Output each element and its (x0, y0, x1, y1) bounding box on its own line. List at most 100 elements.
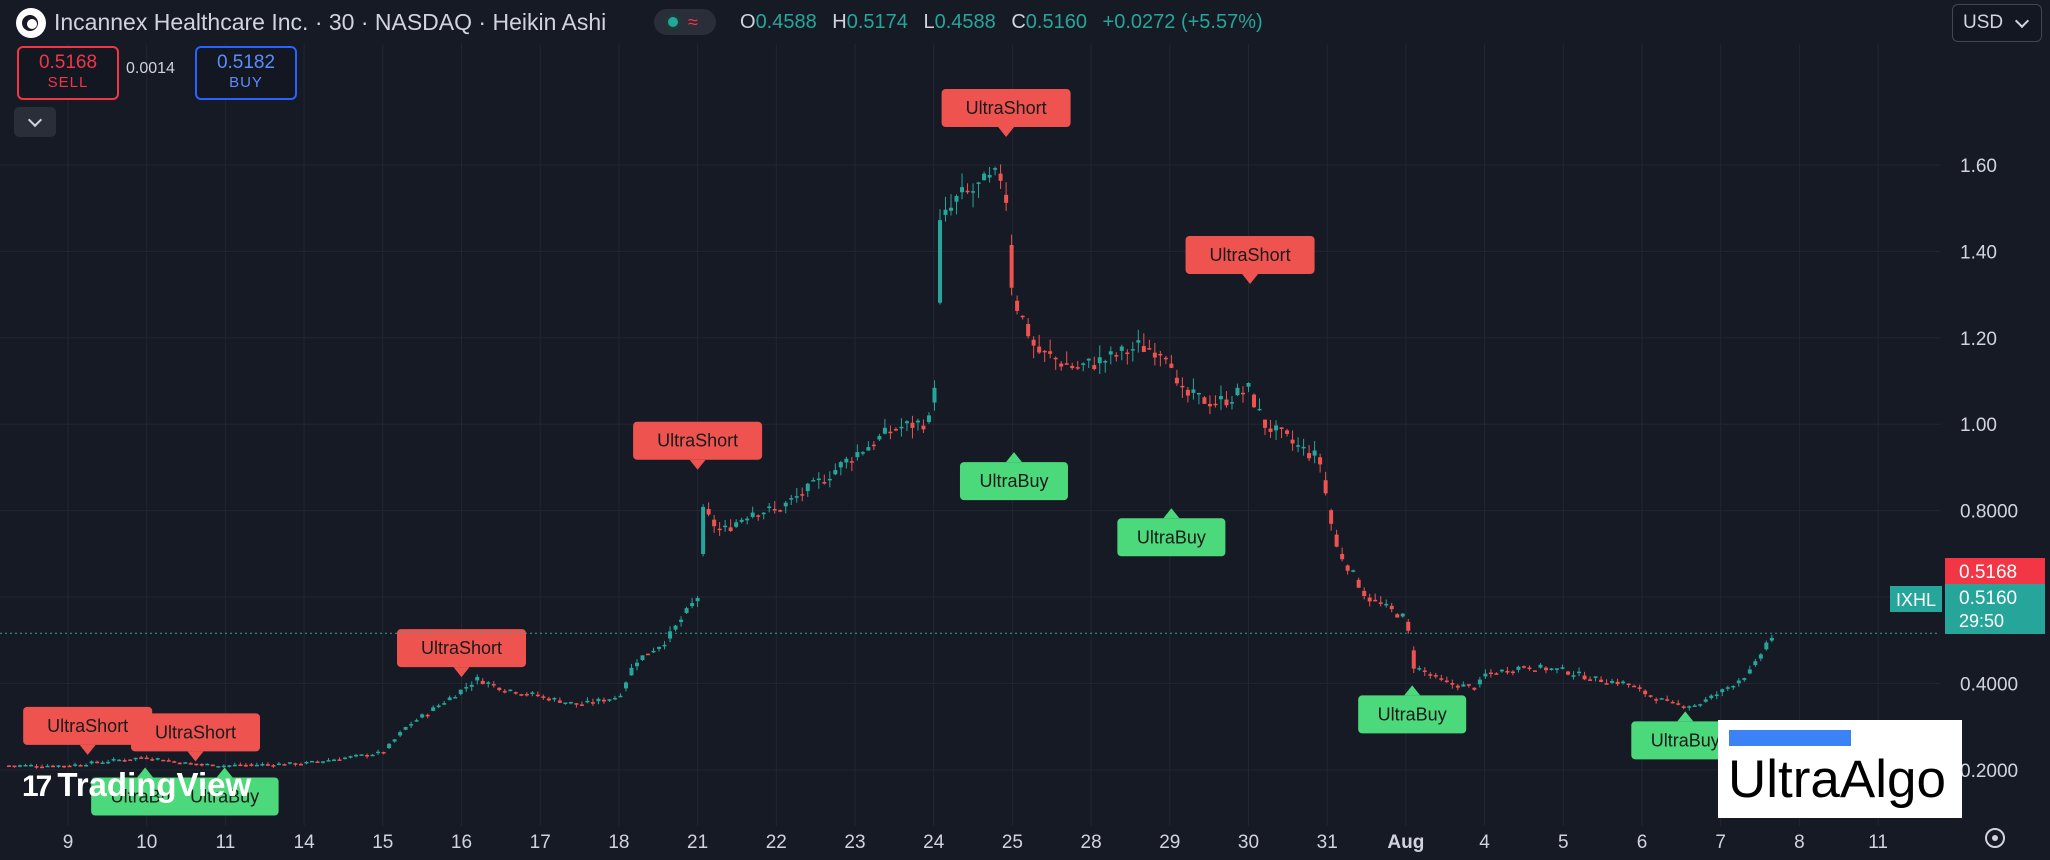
candle-body (508, 689, 513, 692)
ultraalgo-bar-icon (1729, 730, 1851, 746)
symbol-logo-icon[interactable] (16, 8, 46, 38)
ultrabuy-signal[interactable]: UltraBuy (1631, 711, 1740, 760)
candle-body (1367, 597, 1372, 602)
candle-body (756, 515, 761, 517)
candle-body (623, 682, 628, 689)
open-label: O (740, 11, 756, 33)
candle-body (1769, 637, 1774, 641)
candle-body (133, 757, 138, 760)
ultrabuy-signal[interactable]: UltraBuy (1117, 508, 1226, 557)
symbol-title[interactable]: Incannex Healthcare Inc. · 30 · NASDAQ ·… (54, 9, 607, 35)
collapse-legend-button[interactable] (14, 107, 56, 137)
candle-body (1218, 396, 1223, 400)
candle-body (1240, 392, 1245, 395)
candle-body (398, 732, 403, 736)
chevron-down-icon (2014, 13, 2030, 29)
candle-body (1274, 425, 1279, 431)
signal-box (1185, 235, 1315, 274)
candle-body (227, 765, 232, 767)
candle-body (1373, 599, 1378, 602)
signal-label: UltraShort (1210, 245, 1291, 265)
candle-body (1015, 300, 1020, 311)
ultrashort-signal[interactable]: UltraShort (130, 713, 260, 762)
candle-body (701, 506, 706, 554)
x-tick-label: 15 (372, 832, 393, 853)
candle-body (761, 512, 766, 515)
ultrabuy-signal[interactable]: UltraBuy (170, 767, 279, 816)
candle-body (1736, 680, 1741, 684)
candle-body (100, 762, 105, 764)
x-tick-label: Aug (1387, 832, 1424, 853)
candle-body (1698, 704, 1703, 706)
tradingview-logo[interactable]: 17 TradingView (22, 766, 251, 804)
candle-body (381, 752, 386, 754)
time-axis[interactable] (0, 826, 2050, 860)
candle-body (320, 761, 325, 763)
candle-body (337, 759, 342, 761)
candle-body (750, 512, 755, 517)
candle-body (568, 701, 573, 704)
x-tick-label: 8 (1794, 832, 1805, 853)
candle-body (144, 757, 149, 760)
chart-settings-icon[interactable] (1985, 828, 2005, 848)
candle-body (519, 694, 524, 696)
signal-box (397, 629, 526, 668)
candle-body (949, 207, 954, 211)
sell-button[interactable]: 0.5168 SELL (17, 46, 119, 100)
bar-countdown: 29:50 (1959, 611, 2004, 631)
candle-body (706, 509, 711, 515)
candle-body (188, 763, 193, 765)
candle-body (1064, 363, 1069, 365)
candle-body (1136, 340, 1141, 343)
candle-body (1180, 385, 1185, 388)
ultrashort-signal[interactable]: UltraShort (1185, 235, 1315, 284)
candle-body (1654, 699, 1659, 701)
market-status-pill[interactable]: ≈ (654, 9, 716, 35)
candle-body (34, 766, 39, 768)
candle-body (1224, 399, 1229, 406)
ultrashort-signal[interactable]: UltraShort (941, 89, 1071, 138)
candle-body (1141, 346, 1146, 352)
candle-body (1560, 667, 1565, 669)
candle-body (1521, 666, 1526, 668)
y-tick-label: 1.20 (1960, 329, 1997, 350)
candle-body (370, 754, 375, 757)
ultrabuy-signal[interactable]: UltraBuy (959, 452, 1068, 501)
candle-body (1764, 642, 1769, 650)
candle-body (387, 743, 392, 749)
buy-button[interactable]: 0.5182 BUY (195, 46, 297, 100)
x-tick-label: 7 (1715, 832, 1726, 853)
candle-body (183, 762, 188, 764)
price-axis[interactable] (1940, 0, 2050, 860)
candle-body (431, 707, 436, 711)
candle-body (1318, 457, 1323, 465)
candle-body (1185, 389, 1190, 396)
signal-box (941, 89, 1071, 128)
ultrashort-signal[interactable]: UltraShort (397, 629, 526, 678)
candle-body (1687, 706, 1692, 708)
candle-body (1362, 590, 1367, 597)
currency-select[interactable]: USD (1952, 4, 2042, 42)
candle-body (805, 483, 810, 492)
candle-body (1191, 389, 1196, 393)
candle-body (309, 760, 314, 763)
candle-body (260, 764, 265, 766)
candle-body (1163, 357, 1168, 360)
candle-body (287, 762, 292, 764)
candle-body (596, 698, 601, 702)
candle-body (932, 387, 937, 403)
candle-body (778, 510, 783, 512)
candle-body (1351, 570, 1356, 572)
candle-body (844, 458, 849, 463)
candle-body (1632, 685, 1637, 688)
signal-pointer (1242, 273, 1259, 284)
ultrabuy-signal[interactable]: UltraBuy (1358, 685, 1467, 734)
candle-body (155, 758, 160, 760)
candle-body (89, 761, 94, 764)
ultrashort-signal[interactable]: UltraShort (633, 421, 763, 470)
ultrashort-signal[interactable]: UltraShort (23, 706, 153, 755)
candle-body (458, 689, 463, 695)
candle-body (1384, 603, 1389, 606)
candle-body (1229, 402, 1234, 404)
